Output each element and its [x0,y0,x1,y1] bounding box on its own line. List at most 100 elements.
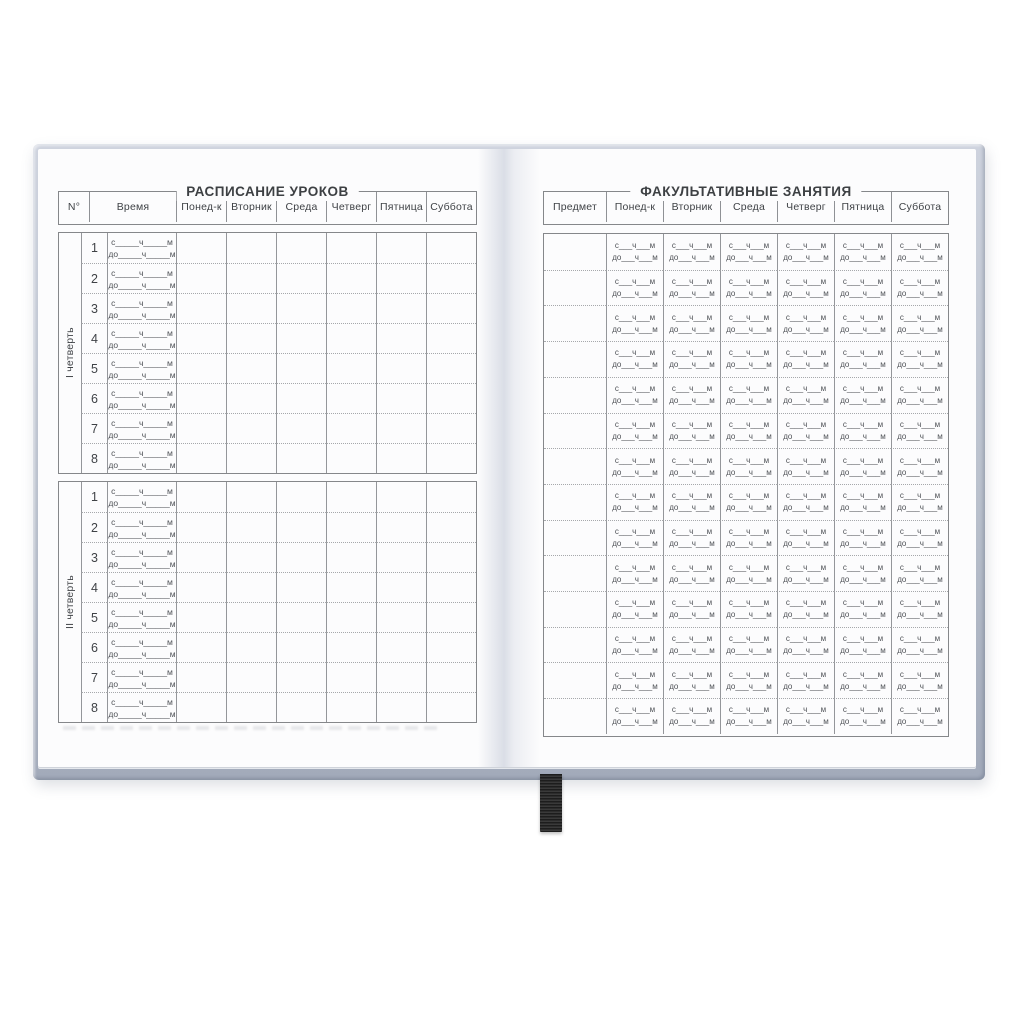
time-to-line: до___ч___м [726,646,772,656]
time-to-line: до___ч___м [897,324,943,334]
time-slot: с___ч___м до___ч___м [720,555,777,592]
day-cell [326,602,376,632]
day-cell [226,572,276,602]
time-slot: с___ч___м до___ч___м [777,269,834,306]
time-to-line: до___ч___м [669,396,715,406]
time-from-line: с___ч___м [899,526,941,536]
time-from-line: с___ч___м [671,598,713,608]
time-to-line: до_____ч_____м [108,399,176,410]
time-to-line: до___ч___м [726,610,772,620]
day-cell [326,293,376,323]
time-to-line: до___ч___м [783,467,829,477]
day-cell [426,443,476,473]
time-to-line: до___ч___м [840,503,886,513]
time-slot: с___ч___м до___ч___м [891,448,948,484]
day-cell [226,692,276,722]
time-to-line: до___ч___м [840,252,886,262]
lessons-column-headers: N° Время Понед-к Вторник Среда Четверг Пятница… [59,192,476,222]
day-cell [226,602,276,632]
time-to-line: до___ч___м [726,360,772,370]
time-slot: с___ч___м до___ч___м [606,305,663,342]
day-cell [226,323,276,353]
time-slot: с___ч___м до___ч___м [777,591,834,627]
day-cell [226,263,276,293]
lesson-number: 7 [81,413,107,443]
time-to-line: до___ч___м [669,610,715,620]
day-cell [226,413,276,443]
time-from-line: с___ч___м [728,598,770,608]
day-cell [276,263,326,293]
page-show-through [63,726,441,730]
time-slot: с___ч___м до___ч___м [834,305,891,342]
day-cell [376,692,426,722]
day-cell [276,542,326,572]
lessons-schedule-header: РАСПИСАНИЕ УРОКОВ N° Время Понед-к Вторник С… [58,182,477,225]
time-slot: с___ч___м до___ч___м [606,591,663,627]
day-cell [426,692,476,722]
time-slot: с___ч___м до___ч___м [891,698,948,734]
time-from-line: с___ч___м [614,634,656,644]
time-slot: с___ч___м до___ч___м [777,305,834,342]
time-slot: с___ч___м до___ч___м [834,376,891,413]
day-cell [426,662,476,692]
time-slot: с___ч___м до___ч___м [891,234,948,270]
time-from-line: с___ч___м [899,348,941,358]
time-from-line: с___ч___м [785,705,827,715]
time-from-line: с___ч___м [728,455,770,465]
subject-cell [544,626,606,663]
time-from-line: с___ч___м [671,526,713,536]
time-slot: с___ч___м до___ч___м [720,305,777,342]
day-cell [376,263,426,293]
day-cell [176,263,226,293]
time-slot: с___ч___м до___ч___м [777,555,834,592]
day-cell [176,293,226,323]
time-slot: с___ч___м до___ч___м [663,448,720,484]
time-to-line: до___ч___м [669,503,715,513]
time-from-line: с___ч___м [728,348,770,358]
time-to-line: до___ч___м [726,431,772,441]
time-to-line: до_____ч_____м [108,528,176,539]
time-to-line: до___ч___м [726,396,772,406]
time-to-line: до___ч___м [783,289,829,299]
time-to-line: до___ч___м [897,360,943,370]
day-cell [226,353,276,383]
lesson-number: 2 [81,512,107,542]
time-from-line: с_____ч_____м [111,387,173,398]
time-from-line: с_____ч_____м [111,666,173,677]
time-from-line: с___ч___м [899,240,941,250]
time-from-line: с___ч___м [785,384,827,394]
right-column-header-1: Предмет [552,201,598,213]
time-from-line: с___ч___м [785,240,827,250]
time-from-line: с___ч___м [728,384,770,394]
time-from-line: с___ч___м [614,419,656,429]
subject-cell [544,341,606,377]
time-from-line: с___ч___м [671,562,713,572]
time-from-line: с___ч___м [671,491,713,501]
left-column-header-7: Пятница [376,192,426,222]
time-slot: с_____ч_____м до_____ч_____м [107,263,176,293]
time-to-line: до_____ч_____м [108,429,176,440]
left-column-header-2: Время [89,192,176,222]
time-from-line: с___ч___м [842,312,884,322]
diary-book: РАСПИСАНИЕ УРОКОВ N° Время Понед-к Вторник С… [33,144,985,780]
time-to-line: до___ч___м [897,646,943,656]
time-to-line: до___ч___м [897,538,943,548]
time-to-line: до___ч___м [783,574,829,584]
time-slot: с_____ч_____м до_____ч_____м [107,602,176,632]
time-to-line: до___ч___м [612,574,658,584]
time-from-line: с___ч___м [785,598,827,608]
lesson-number: 8 [81,692,107,722]
time-from-line: с___ч___м [671,419,713,429]
time-from-line: с___ч___м [899,455,941,465]
time-slot: с___ч___м до___ч___м [606,341,663,377]
lesson-number: 2 [81,263,107,293]
time-from-line: с___ч___м [614,705,656,715]
day-cell [176,482,226,512]
time-from-line: с_____ч_____м [111,606,173,617]
time-slot: с___ч___м до___ч___м [891,412,948,449]
subject-cell [544,555,606,591]
day-cell [376,602,426,632]
time-to-line: до___ч___м [612,360,658,370]
time-slot: с___ч___м до___ч___м [834,412,891,449]
time-slot: с___ч___м до___ч___м [777,341,834,377]
